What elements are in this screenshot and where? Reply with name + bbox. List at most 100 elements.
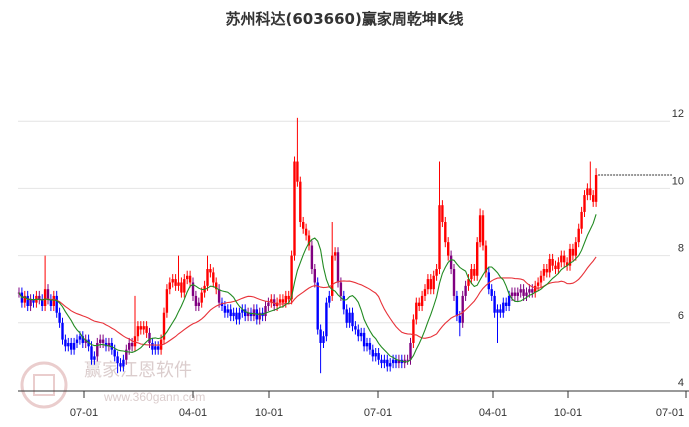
candle	[464, 280, 467, 301]
candle-body	[351, 312, 354, 327]
candle-body	[348, 312, 351, 323]
candle-body	[455, 295, 459, 317]
candle-body	[23, 295, 26, 303]
candle	[72, 337, 76, 355]
candle-body	[325, 302, 328, 337]
candle-body	[409, 342, 412, 360]
candle-body	[476, 242, 479, 276]
candle	[473, 264, 476, 281]
candle-body	[560, 255, 563, 263]
candle-body	[168, 282, 171, 290]
candle	[499, 304, 502, 318]
candle	[319, 324, 322, 374]
candle	[542, 264, 546, 281]
candle	[365, 337, 369, 352]
candle	[368, 337, 372, 355]
candle-body	[362, 332, 366, 347]
candle-body	[322, 336, 325, 343]
candle	[235, 307, 238, 325]
candle-body	[252, 309, 256, 317]
candle	[81, 331, 84, 348]
candle-body	[206, 269, 209, 286]
candle-body	[238, 312, 241, 320]
candle	[481, 210, 485, 251]
candle-body	[72, 342, 76, 350]
candle	[406, 354, 409, 365]
candle	[560, 250, 563, 268]
candle	[357, 324, 360, 342]
candle	[394, 354, 398, 369]
candle	[444, 216, 447, 248]
candle-body	[270, 299, 273, 303]
ma-short-line	[18, 214, 597, 363]
candle-body	[29, 299, 32, 306]
candle	[374, 348, 377, 362]
candle-body	[209, 269, 212, 273]
candle-body	[592, 195, 595, 202]
candle	[313, 264, 316, 288]
candle	[467, 274, 470, 291]
candle-body	[299, 181, 302, 222]
candle-body	[229, 309, 232, 317]
candle	[188, 270, 192, 288]
candle-body	[360, 332, 363, 337]
candle-body	[258, 312, 261, 320]
candle-body	[493, 295, 496, 313]
candle	[539, 270, 543, 288]
candle	[386, 354, 389, 372]
candle-body	[38, 295, 41, 300]
candle-body	[380, 359, 383, 364]
candle-body	[304, 228, 308, 236]
candle-body	[278, 299, 282, 303]
candle-body	[293, 161, 296, 256]
candle	[130, 337, 134, 352]
candle-body	[525, 292, 528, 296]
candle-body	[70, 342, 73, 350]
candle-body	[473, 269, 476, 276]
candle-body	[200, 292, 203, 303]
candle-body	[26, 295, 29, 306]
candle-body	[519, 289, 522, 293]
watermark-logo-icon	[20, 361, 68, 409]
candle-body	[32, 299, 35, 303]
candle-body	[246, 312, 250, 317]
candle-body	[145, 326, 148, 333]
candle-body	[386, 359, 389, 367]
candle-body	[406, 359, 409, 361]
candle-body	[226, 309, 229, 313]
candle-body	[513, 292, 517, 296]
candle	[502, 297, 505, 318]
candle-body	[374, 353, 377, 357]
candle-body	[447, 242, 450, 256]
candle-body	[287, 295, 290, 300]
candle-body	[46, 289, 50, 300]
candle	[441, 200, 444, 228]
candle-body	[113, 349, 116, 357]
candle	[568, 243, 572, 271]
candle-body	[171, 279, 174, 283]
candle	[325, 297, 328, 342]
candle-body	[389, 363, 392, 367]
candle	[493, 290, 496, 318]
candle	[304, 223, 308, 241]
candle-body	[197, 302, 200, 306]
x-tick-label: 07-01	[70, 407, 98, 419]
candle-body	[412, 319, 415, 343]
candle	[70, 337, 73, 355]
watermark-name: 赢家江恩软件	[84, 359, 192, 381]
candle-body	[531, 289, 534, 293]
candle	[505, 297, 508, 312]
candle	[177, 255, 180, 291]
candle	[519, 284, 522, 298]
candle-body	[438, 205, 441, 270]
candle-body	[220, 302, 224, 306]
candle-body	[174, 279, 177, 286]
candle	[145, 321, 148, 338]
candle-body	[194, 295, 198, 306]
grid-lines	[18, 120, 670, 324]
candle-body	[542, 269, 546, 276]
candle-body	[313, 269, 316, 283]
candle	[241, 304, 244, 318]
candle	[264, 300, 267, 322]
